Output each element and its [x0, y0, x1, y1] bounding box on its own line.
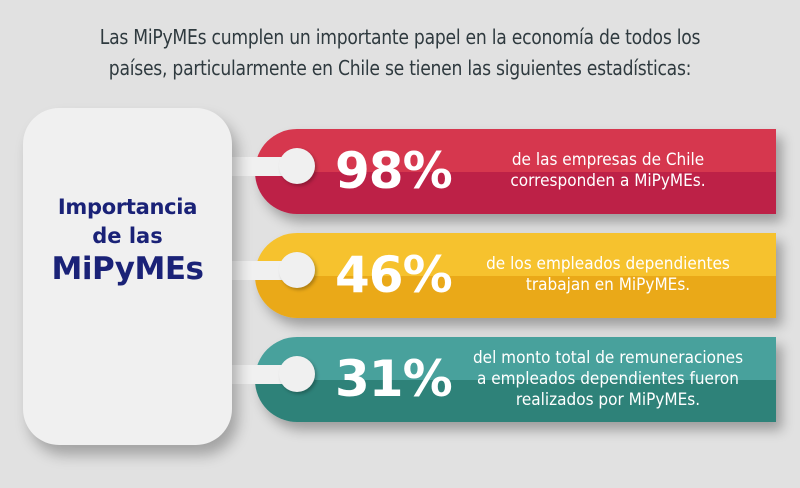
stat-bar-remuneration: [255, 337, 776, 422]
connector-link: [226, 365, 296, 384]
bar-bottom-half: [255, 171, 776, 214]
stat-description: de las empresas de Chile corresponden a …: [464, 150, 752, 192]
card-title: Importancia de las MiPyMEs: [23, 192, 232, 288]
intro-line-2: países, particularmente en Chile se tien…: [108, 56, 692, 80]
stat-bar-employees: [255, 233, 776, 318]
stat-description: de los empleados dependientes trabajan e…: [464, 254, 752, 296]
connector-link: [226, 157, 296, 176]
stat-description-line: de las empresas de Chile: [511, 150, 705, 170]
stat-value: 98%: [335, 142, 453, 200]
connector-knob-icon: [279, 148, 315, 184]
connector-knob-icon: [279, 252, 315, 288]
stat-description-line: realizados por MiPyMEs.: [515, 390, 701, 410]
intro-text: Las MiPyMEs cumplen un importante papel …: [56, 22, 744, 84]
stat-bar-companies: [255, 129, 776, 214]
intro-line-1: Las MiPyMEs cumplen un importante papel …: [99, 25, 701, 49]
bar-top-half: [255, 129, 776, 172]
stat-description-line: de los empleados dependientes: [486, 254, 730, 274]
bar-bottom-half: [255, 275, 776, 318]
stat-description-line: del monto total de remuneraciones: [472, 348, 744, 368]
connector-knob-icon: [279, 356, 315, 392]
card-title-line-2: de las: [92, 224, 163, 248]
bar-bottom-half: [255, 379, 776, 422]
stat-description: del monto total de remuneraciones a empl…: [464, 348, 752, 411]
stat-description-line: trabajan en MiPyMEs.: [525, 275, 691, 295]
card-title-line-3: MiPyMEs: [51, 251, 204, 287]
stat-description-line: a empleados dependientes fueron: [476, 369, 739, 389]
stat-value: 31%: [335, 350, 453, 408]
bar-top-half: [255, 337, 776, 380]
stat-description-line: corresponden a MiPyMEs.: [510, 171, 706, 191]
connector-link: [226, 261, 296, 280]
importance-card: Importancia de las MiPyMEs: [23, 108, 232, 445]
stat-value: 46%: [335, 246, 453, 304]
card-title-line-1: Importancia: [57, 195, 198, 219]
bar-top-half: [255, 233, 776, 276]
